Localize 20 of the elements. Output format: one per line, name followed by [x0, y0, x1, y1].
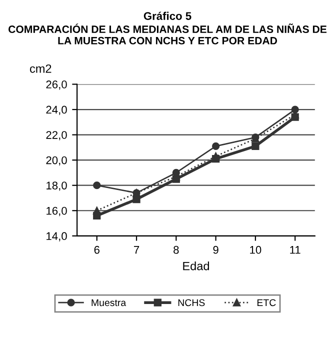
chart-subtitle: COMPARACIÓN DE LAS MEDIANAS DEL AM DE LAS NIÑAS DE LA MUESTRA CON NCHS Y ETC POR EDAD	[8, 24, 327, 44]
y-tick-label: 20,0	[46, 156, 67, 166]
y-tick-label: 22,0	[46, 131, 67, 140]
y-tick-label: 16,0	[46, 206, 67, 216]
legend-label: NCHS	[178, 299, 205, 306]
legend-label: ETC	[257, 299, 276, 306]
x-tick-label: 11	[290, 246, 300, 254]
legend-label: Muestra	[92, 299, 126, 306]
x-tick-label: 8	[174, 246, 179, 254]
y-tick-label: 18,0	[46, 182, 67, 191]
chart-title: Gráfico 5	[144, 12, 192, 20]
x-tick-label: 6	[94, 246, 100, 254]
x-tick-label: 9	[213, 246, 218, 254]
y-axis-title: cm2	[30, 64, 52, 73]
y-tick-label: 26,0	[46, 80, 67, 90]
y-tick-label: 14,0	[46, 232, 67, 242]
y-tick-label: 24,0	[46, 106, 67, 115]
x-axis-title: Edad	[183, 262, 209, 270]
x-tick-label: 10	[250, 246, 262, 254]
x-tick-label: 7	[134, 246, 140, 254]
